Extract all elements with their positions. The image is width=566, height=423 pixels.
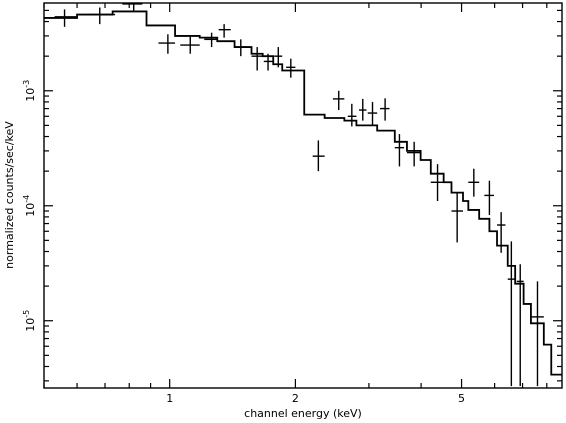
data-point xyxy=(507,241,516,387)
data-point xyxy=(274,47,283,68)
data-point xyxy=(312,140,325,172)
data-point xyxy=(347,103,357,127)
data-points-layer xyxy=(54,3,544,387)
data-point xyxy=(54,9,78,27)
data-point xyxy=(497,212,506,253)
axes-frame xyxy=(43,2,563,389)
data-point xyxy=(468,168,480,197)
data-point xyxy=(263,53,274,71)
data-point xyxy=(180,35,200,54)
x-tick-label: 1 xyxy=(166,392,173,405)
tick-labels: 1 2 5 10-3 10-4 10-5 xyxy=(22,80,465,405)
data-point xyxy=(367,101,378,126)
data-point xyxy=(380,98,390,121)
model-step-layer xyxy=(44,10,562,376)
data-point xyxy=(234,39,247,57)
model-step-line xyxy=(44,10,562,376)
x-axis-title: channel energy (keV) xyxy=(244,407,362,420)
data-point xyxy=(484,180,495,216)
data-point xyxy=(516,264,524,387)
data-point xyxy=(530,281,544,387)
data-point xyxy=(204,32,218,48)
x-tick-label: 5 xyxy=(458,392,465,405)
data-point xyxy=(251,47,263,71)
data-point xyxy=(122,3,143,11)
data-point xyxy=(85,7,116,25)
x-tick-label: 2 xyxy=(292,392,299,405)
data-point xyxy=(430,164,444,201)
data-point xyxy=(158,34,176,54)
data-point xyxy=(286,58,296,78)
tick-marks xyxy=(43,3,562,388)
data-point xyxy=(218,24,231,38)
plot-frame xyxy=(43,2,563,389)
y-tick-label: 10-4 xyxy=(22,195,37,217)
y-axis-title: normalized counts/sec/keV xyxy=(3,121,16,269)
data-point xyxy=(451,192,464,243)
data-point xyxy=(332,90,345,111)
data-point xyxy=(358,98,367,121)
y-tick-label: 10-3 xyxy=(22,80,37,102)
y-tick-label: 10-5 xyxy=(22,310,37,332)
data-point xyxy=(406,141,421,167)
data-point xyxy=(394,134,404,167)
